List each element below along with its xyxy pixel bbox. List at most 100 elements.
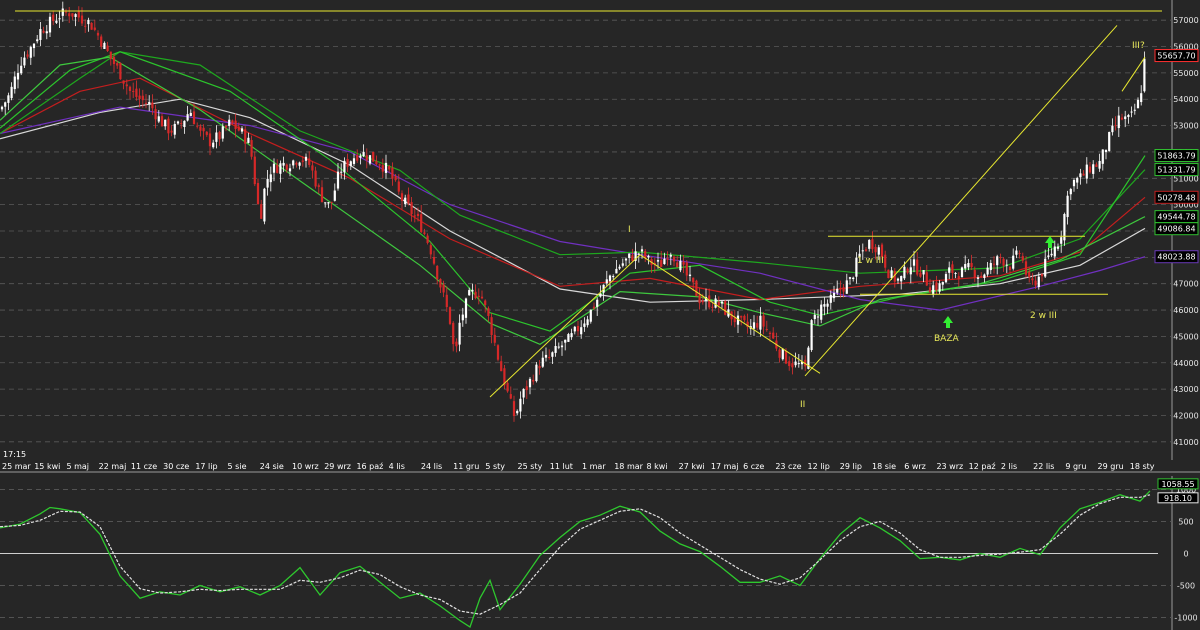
candle-body <box>842 287 845 292</box>
candle-body <box>954 273 957 275</box>
candle-body <box>119 63 122 80</box>
candle-body <box>324 202 327 204</box>
candle-body <box>567 334 570 342</box>
candle-body <box>864 249 868 251</box>
candle-body <box>189 112 192 116</box>
candle-body <box>1143 58 1146 92</box>
candle-body <box>106 45 109 52</box>
candle-body <box>1040 274 1044 277</box>
candle-body <box>714 298 717 308</box>
candle-body <box>52 14 55 22</box>
candle-body <box>407 194 410 204</box>
candle-body <box>80 15 84 24</box>
x-tick-label: 25 sty <box>518 462 543 471</box>
candle-body <box>672 256 676 262</box>
trend-line <box>639 254 821 374</box>
candle-body <box>269 174 272 183</box>
candle-body <box>1012 255 1015 269</box>
candle-body <box>1101 149 1104 164</box>
candle-body <box>992 263 996 265</box>
candle-body <box>762 315 765 327</box>
candle-body <box>416 213 420 217</box>
candle-body <box>912 259 916 266</box>
candle-body <box>442 284 445 293</box>
candle-body <box>752 322 756 329</box>
candle-body <box>944 274 948 283</box>
candle-body <box>1127 114 1130 118</box>
candle-body <box>858 253 861 258</box>
candle-body <box>455 341 458 347</box>
candle-body <box>503 368 506 386</box>
candle-body <box>551 352 554 357</box>
candle-body <box>74 14 77 17</box>
candle-body <box>234 120 237 129</box>
candle-body <box>285 164 288 170</box>
candle-body <box>596 299 599 307</box>
candle-body <box>890 270 893 278</box>
candle-body <box>724 300 727 315</box>
candle-body <box>986 267 989 275</box>
candle-body <box>576 326 580 332</box>
candle-body <box>676 262 679 268</box>
candle-body <box>71 13 74 17</box>
candle-body <box>4 102 7 107</box>
candle-body <box>839 287 842 290</box>
candle-body <box>1114 125 1117 127</box>
candle-body <box>644 251 647 259</box>
candle-body <box>823 304 826 307</box>
candle-body <box>397 181 400 192</box>
x-tick-label: 29 gru <box>1098 462 1124 471</box>
value-tag-label: 918.10 <box>1164 494 1192 503</box>
candle-body <box>1015 250 1018 255</box>
candle-body <box>1021 256 1024 261</box>
x-tick-label: 9 gru <box>1065 462 1086 471</box>
annotation-baza: BAZA <box>934 334 959 344</box>
candle-body <box>224 125 228 128</box>
candle-body <box>116 63 119 66</box>
candle-body <box>336 171 340 189</box>
candle-body <box>308 158 311 165</box>
x-tick-label: 24 lis <box>421 462 442 471</box>
candle-body <box>695 280 698 297</box>
candle-body <box>740 315 743 318</box>
candle-body <box>1072 179 1076 187</box>
candle-body <box>458 322 461 345</box>
candle-body <box>368 155 372 164</box>
candle-body <box>144 102 148 104</box>
value-tag-label: 48023.88 <box>1157 253 1195 262</box>
candle-body <box>1079 173 1082 178</box>
x-tick-label: 29 lip <box>840 462 862 471</box>
x-tick-label: 22 maj <box>99 462 127 471</box>
candle-body <box>372 151 375 162</box>
candle-body <box>253 156 256 185</box>
value-tag-box <box>1157 478 1199 490</box>
value-tag-label: 49086.84 <box>1157 225 1195 234</box>
candle-body <box>288 168 292 172</box>
price-panel <box>0 0 1200 460</box>
candle-body <box>375 161 378 165</box>
candle-body <box>506 382 509 392</box>
candle-body <box>26 54 29 57</box>
oscillator-grid <box>0 489 1172 618</box>
candle-body <box>68 13 71 17</box>
candle-body <box>180 123 183 125</box>
candle-body <box>215 132 218 142</box>
candle-body <box>445 294 448 308</box>
value-tag-box <box>1154 49 1199 63</box>
candle-body <box>826 303 829 307</box>
candle-body <box>928 287 932 293</box>
candle-body <box>564 339 567 343</box>
candle-body <box>512 401 516 417</box>
value-tag-label: 51863.79 <box>1157 152 1195 161</box>
candle-body <box>151 102 154 109</box>
y-tick-label: 1000 <box>1176 486 1196 495</box>
candle-body <box>781 348 784 360</box>
candle-body <box>154 109 157 120</box>
x-tick-label: 8 kwi <box>646 462 667 471</box>
candle-body <box>263 188 266 222</box>
candle-body <box>845 280 848 294</box>
candle-body <box>186 114 189 121</box>
annotation-wave-i: I <box>628 225 631 235</box>
candle-body <box>903 266 906 279</box>
candle-body <box>628 253 631 258</box>
